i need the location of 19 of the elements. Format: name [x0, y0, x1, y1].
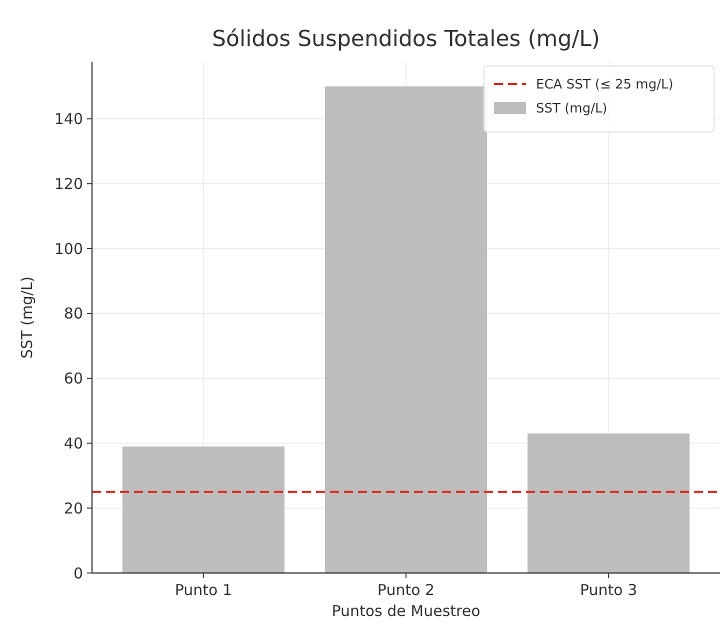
legend-label: ECA SST (≤ 25 mg/L): [536, 78, 674, 93]
y-tick-label: 80: [64, 304, 83, 323]
x-tick-label: Punto 1: [174, 581, 232, 599]
y-tick-label: 120: [54, 174, 83, 193]
y-tick-label: 100: [54, 240, 83, 258]
chart-title: Sólidos Suspendidos Totales (mg/L): [212, 27, 600, 52]
legend-label: SST (mg/L): [536, 102, 608, 117]
bar: [324, 86, 488, 573]
y-tick-label: 0: [73, 564, 83, 582]
x-tick-label: Punto 3: [580, 581, 638, 599]
y-tick-label: 40: [64, 434, 83, 452]
y-axis-title: SST (mg/L): [18, 276, 36, 359]
x-axis-title: Puntos de Muestreo: [332, 602, 480, 620]
y-tick-label: 20: [64, 499, 83, 518]
y-tick-label: 140: [54, 110, 83, 128]
bar: [528, 433, 690, 573]
x-tick-label: Punto 2: [377, 581, 435, 599]
y-tick-label: 60: [64, 370, 83, 388]
bar: [122, 446, 284, 573]
